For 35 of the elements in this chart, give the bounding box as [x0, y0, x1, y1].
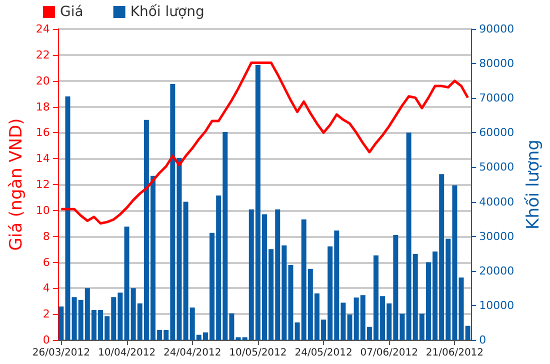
y2-tick-label: 60000: [479, 126, 514, 140]
y2-tick-label: 0: [479, 334, 486, 346]
y2-tick-label: 20000: [479, 264, 514, 278]
y-tick-label: 4: [42, 282, 50, 295]
y-tick-label: 24: [36, 22, 50, 36]
y-tick-label: 8: [42, 230, 50, 243]
y-tick-label: 16: [36, 126, 50, 140]
x-tick-label: 07/06/2012: [360, 348, 418, 358]
y2-axis-title: Khối lượng: [524, 140, 544, 230]
y-tick-label: 12: [36, 178, 50, 191]
y-tick-label: 20: [36, 74, 50, 88]
line-series: [60, 61, 470, 225]
y2-tick-label: 30000: [479, 230, 514, 243]
y-tick-label: 10: [36, 204, 50, 217]
y2-tick-label: 50000: [479, 160, 514, 174]
y2-tick-label: 80000: [479, 57, 514, 70]
x-tick-label: 10/04/2012: [98, 348, 156, 358]
y2-tick-label: 90000: [479, 22, 514, 36]
y-tick-label: 22: [36, 48, 50, 62]
x-tick-label: 26/03/2012: [32, 348, 90, 358]
x-tick-label: 24/05/2012: [294, 348, 352, 358]
y-tick-label: 14: [36, 152, 50, 166]
y2-tick-label: 70000: [479, 92, 514, 105]
x-tick-label: 21/06/2012: [426, 348, 484, 358]
y-tick-label: 2: [42, 308, 50, 321]
y2-tick-label: 10000: [479, 298, 514, 312]
x-tick-label: 10/05/2012: [229, 348, 287, 358]
y-tick-label: 0: [42, 334, 50, 346]
y2-tick-label: 40000: [479, 195, 514, 208]
y-axis-title: Giá (ngàn VND): [6, 118, 26, 251]
legend-label: Giá: [60, 4, 84, 20]
y-tick-label: 6: [42, 256, 50, 269]
y-tick-label: 18: [36, 100, 50, 114]
legend-label: Khối lượng: [130, 4, 204, 20]
x-tick-label: 24/04/2012: [164, 348, 222, 358]
